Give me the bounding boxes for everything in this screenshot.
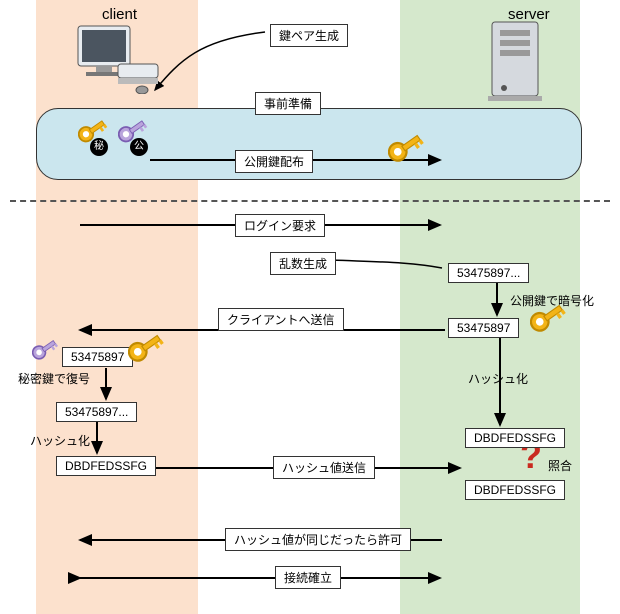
label-hash_s: ハッシュ化 — [468, 370, 528, 387]
box-toclient: クライアントへ送信 — [218, 308, 344, 331]
key-badge: 秘 — [90, 138, 108, 156]
client-key-icon — [128, 332, 172, 376]
box-rand2: 53475897 — [448, 318, 519, 338]
box-rand_client: 53475897 — [62, 347, 133, 367]
box-prep: 事前準備 — [255, 92, 321, 115]
public-key-dist-icon — [388, 132, 432, 176]
label-priv_decrypt: 秘密鍵で復号 — [18, 370, 90, 387]
box-rand_client2: 53475897... — [56, 402, 137, 422]
server-key-icon — [530, 302, 574, 346]
label-compare: 照合 — [548, 457, 572, 474]
box-permit: ハッシュ値が同じだったら許可 — [225, 528, 411, 551]
box-randgen: 乱数生成 — [270, 252, 336, 275]
label-hash_c: ハッシュ化 — [30, 432, 90, 449]
box-hash_client: DBDFEDSSFG — [56, 456, 156, 476]
box-sendhash: ハッシュ値送信 — [273, 456, 375, 479]
box-connect: 接続確立 — [275, 566, 341, 589]
box-rand1: 53475897... — [448, 263, 529, 283]
box-hash2: DBDFEDSSFG — [465, 480, 565, 500]
key-badge: 公 — [130, 138, 148, 156]
box-keygen: 鍵ペア生成 — [270, 24, 348, 47]
box-pubdist: 公開鍵配布 — [235, 150, 313, 173]
client-private-key-icon — [32, 338, 64, 370]
box-login: ログイン要求 — [235, 214, 325, 237]
server-icon — [486, 18, 544, 102]
box-hash1: DBDFEDSSFG — [465, 428, 565, 448]
client-computer-icon — [70, 22, 160, 94]
